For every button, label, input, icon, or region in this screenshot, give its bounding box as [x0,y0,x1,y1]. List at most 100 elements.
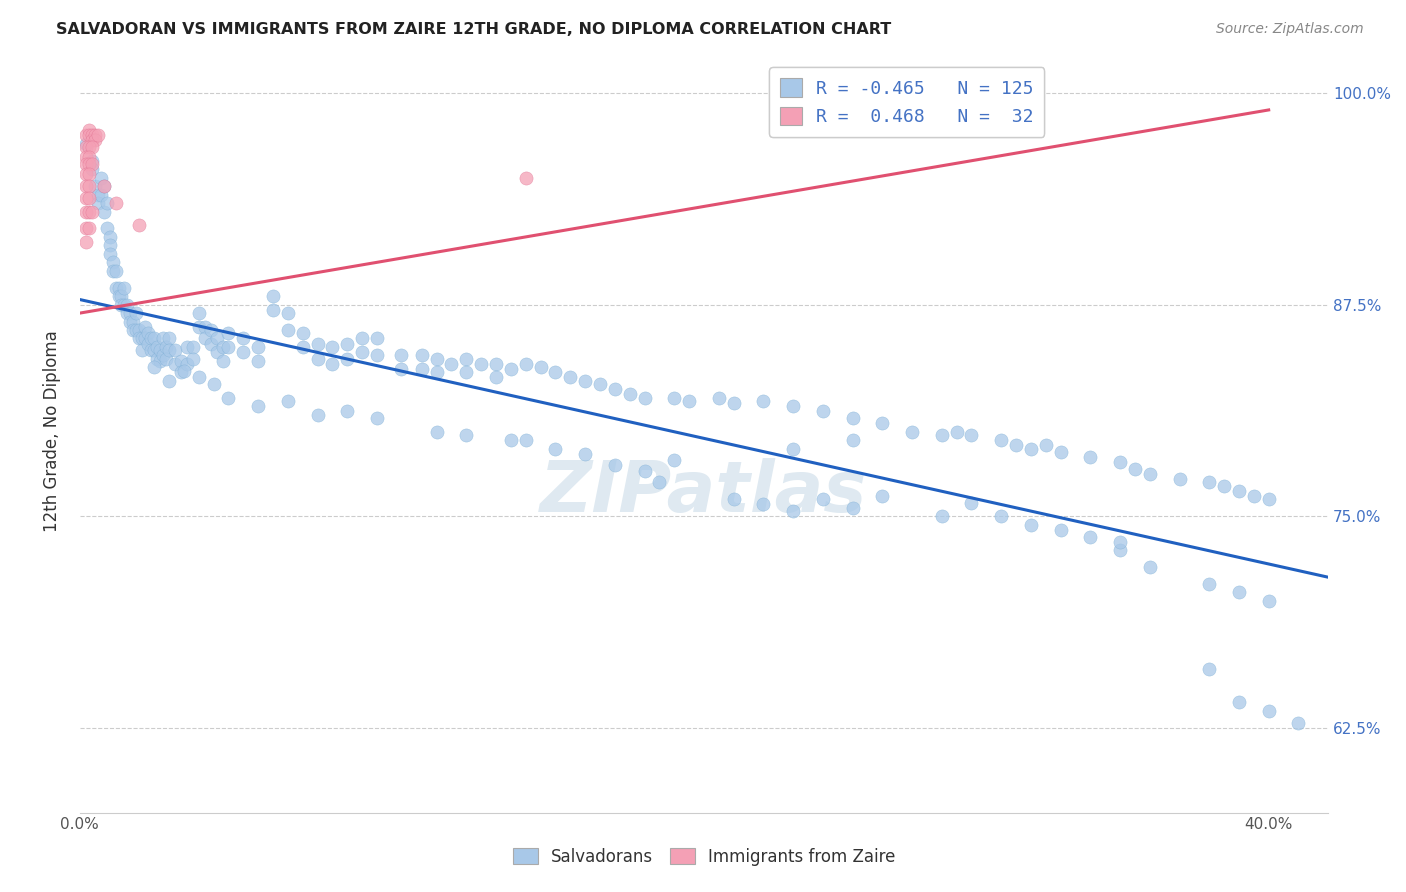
Point [131,343,153,358]
Point [83,128,105,143]
Point [152,348,174,362]
Point [291,340,314,354]
Point [485,370,508,384]
Legend: R = -0.465   N = 125, R =  0.468   N =  32: R = -0.465 N = 125, R = 0.468 N = 32 [769,67,1045,136]
Point [75,167,97,181]
Point [75,191,97,205]
Point [110,298,132,312]
Point [75,235,97,249]
Point [1019,442,1042,456]
Point [872,416,894,430]
Point [262,289,284,303]
Text: SALVADORAN VS IMMIGRANTS FROM ZAIRE 12TH GRADE, NO DIPLOMA CORRELATION CHART: SALVADORAN VS IMMIGRANTS FROM ZAIRE 12TH… [56,22,891,37]
Point [352,331,374,345]
Point [544,365,567,379]
Point [205,331,228,345]
Point [114,281,136,295]
Point [155,351,177,366]
Point [134,331,156,345]
Point [104,196,127,211]
Point [77,204,100,219]
Point [202,377,225,392]
Point [456,365,478,379]
Point [110,289,132,303]
Point [782,504,804,518]
Point [931,428,953,442]
Point [77,179,100,194]
Point [157,343,180,358]
Point [107,281,129,295]
Point [1035,438,1057,452]
Point [170,353,193,368]
Point [544,442,567,456]
Point [187,370,209,384]
Point [107,289,129,303]
Point [101,255,124,269]
Point [86,128,108,143]
Point [960,428,983,442]
Point [200,323,222,337]
Point [232,331,254,345]
Point [307,351,329,366]
Point [990,433,1012,447]
Point [990,509,1012,524]
Point [1139,560,1161,574]
Point [176,340,198,354]
Point [1198,662,1220,676]
Point [529,360,551,375]
Point [149,343,172,358]
Point [125,323,148,337]
Point [603,382,626,396]
Point [1198,475,1220,490]
Point [173,364,195,378]
Point [811,492,834,507]
Point [291,326,314,341]
Point [90,187,112,202]
Point [77,128,100,143]
Point [277,306,299,320]
Point [96,196,118,211]
Point [485,357,508,371]
Point [574,374,596,388]
Point [205,345,228,359]
Point [752,394,775,409]
Point [128,218,150,232]
Point [149,353,172,368]
Point [98,238,121,252]
Point [1213,479,1236,493]
Point [366,331,388,345]
Point [117,298,139,312]
Point [176,357,198,371]
Point [1019,517,1042,532]
Point [155,340,177,354]
Point [499,362,522,376]
Point [86,187,108,202]
Point [321,357,343,371]
Point [389,362,412,376]
Point [1080,450,1102,464]
Point [574,447,596,461]
Point [589,377,612,392]
Point [217,391,239,405]
Point [603,458,626,473]
Point [411,348,433,362]
Point [117,306,139,320]
Point [440,357,463,371]
Point [515,170,537,185]
Point [247,353,270,368]
Point [782,399,804,413]
Point [93,179,115,194]
Point [389,348,412,362]
Point [901,425,924,439]
Point [262,302,284,317]
Point [247,340,270,354]
Point [83,179,105,194]
Point [723,492,745,507]
Point [77,150,100,164]
Point [664,453,686,467]
Point [217,340,239,354]
Point [163,343,186,358]
Point [157,374,180,388]
Point [157,331,180,345]
Point [456,351,478,366]
